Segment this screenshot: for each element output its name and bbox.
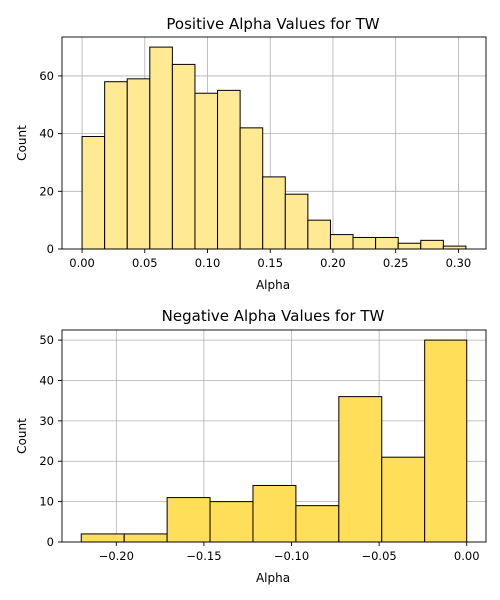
histogram-bar — [252, 484, 297, 543]
histogram-bar — [262, 176, 286, 250]
y-tick-label: 30 — [39, 414, 54, 428]
x-tick-label: 0.15 — [257, 256, 283, 270]
chart-title: Positive Alpha Values for TW — [166, 15, 379, 33]
x-tick-label: −0.05 — [361, 549, 396, 563]
y-tick-label: 10 — [39, 495, 54, 509]
positive-alpha-histogram: Positive Alpha Values for TW 0.00 0.05 0.1… — [15, 15, 487, 292]
histogram-bar — [307, 219, 331, 250]
x-tick-label: 0.05 — [132, 256, 158, 270]
histogram-bar — [239, 127, 264, 250]
histogram-bar — [123, 533, 168, 543]
y-tick-label: 0 — [47, 535, 54, 549]
x-axis-label: Alpha — [256, 278, 290, 292]
histogram-bar — [284, 193, 309, 250]
bars — [81, 46, 467, 250]
histogram-bar — [295, 505, 340, 543]
y-tick-label: 40 — [39, 373, 54, 387]
x-tick-label: −0.20 — [99, 549, 134, 563]
histogram-bar — [171, 63, 196, 250]
x-tick-label: 0.10 — [195, 256, 221, 270]
bars — [80, 339, 468, 543]
y-tick-label: 60 — [39, 69, 54, 83]
histogram-bar — [149, 46, 173, 250]
histogram-bar — [209, 501, 254, 543]
histogram-bar — [420, 239, 444, 250]
chart-title: Negative Alpha Values for TW — [162, 307, 385, 325]
y-axis: 0 10 20 30 40 50 — [39, 333, 62, 549]
plot-frame — [61, 36, 487, 250]
x-tick-label: 0.20 — [320, 256, 346, 270]
x-tick-label: −0.10 — [274, 549, 309, 563]
y-tick-label: 20 — [39, 454, 54, 468]
x-tick-label: 0.00 — [454, 549, 480, 563]
histogram-bar — [375, 236, 399, 250]
histogram-bar — [329, 234, 354, 250]
y-axis-label: Count — [15, 125, 29, 161]
negative-alpha-histogram: Negative Alpha Values for TW −0.20 −0.15−… — [15, 307, 487, 585]
y-tick-label: 20 — [39, 184, 54, 198]
x-tick-label: 0.00 — [69, 256, 95, 270]
histogram-bar — [217, 89, 241, 250]
histogram-bar — [80, 533, 125, 543]
y-axis-label: Count — [15, 418, 29, 454]
histogram-bar — [381, 456, 426, 543]
histogram-bar — [81, 136, 106, 250]
histogram-bar — [424, 339, 468, 543]
histogram-bar — [166, 497, 211, 543]
y-tick-label: 50 — [39, 333, 54, 347]
histogram-bar — [338, 396, 383, 543]
histogram-bar — [126, 78, 151, 250]
histogram-bar — [194, 92, 219, 250]
y-tick-label: 40 — [39, 127, 54, 141]
histogram-bar — [397, 242, 422, 250]
histogram-bar — [104, 81, 128, 250]
histogram-bar — [352, 236, 377, 250]
x-axis: −0.20 −0.15 −0.10 −0.05 0.00 — [99, 542, 480, 563]
x-axis-label: Alpha — [256, 571, 290, 585]
plot-frame — [61, 329, 487, 543]
x-axis: 0.00 0.05 0.10 0.15 0.20 0.25 0.30 — [69, 249, 471, 270]
x-tick-label: 0.25 — [383, 256, 409, 270]
y-tick-label: 0 — [47, 242, 54, 256]
x-tick-label: −0.15 — [186, 549, 221, 563]
y-axis: 0 20 40 60 — [39, 69, 62, 256]
x-tick-label: 0.30 — [446, 256, 472, 270]
